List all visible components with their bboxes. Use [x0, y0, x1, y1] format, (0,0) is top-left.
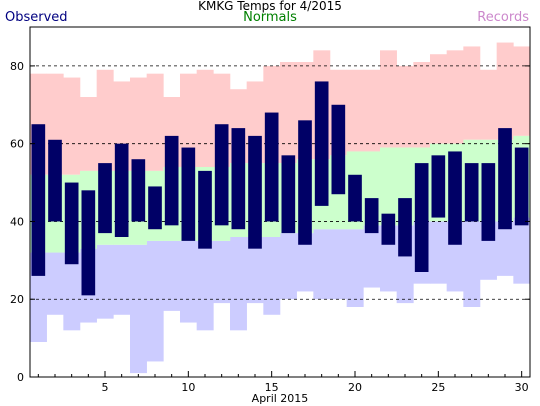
record-low-band: [363, 225, 381, 288]
observed-bar: [514, 147, 529, 226]
legend-normals: Normals: [243, 10, 297, 25]
record-high-band: [446, 50, 464, 144]
y-tick-label: 80: [10, 60, 24, 73]
observed-bar: [81, 190, 96, 296]
record-low-band: [130, 244, 147, 374]
observed-bar: [48, 139, 62, 222]
x-tick-label: 15: [265, 381, 279, 394]
record-high-band: [380, 50, 397, 148]
observed-bar: [264, 112, 279, 222]
record-low-band: [296, 233, 314, 292]
record-high-band: [413, 62, 431, 148]
record-low-band: [213, 240, 231, 304]
record-high-band: [280, 62, 297, 164]
observed-bar: [248, 135, 262, 249]
record-high-band: [430, 54, 447, 144]
observed-bar: [314, 81, 329, 206]
observed-layer: [31, 81, 529, 296]
x-tick-label: 30: [515, 381, 529, 394]
record-low-band: [330, 229, 347, 300]
observed-bar: [464, 163, 479, 222]
x-axis-label: April 2015: [252, 392, 309, 405]
observed-bar: [214, 124, 229, 226]
chart-title: KMKG Temps for 4/2015: [198, 0, 342, 13]
observed-bar: [498, 128, 512, 230]
y-tick-label: 0: [17, 371, 24, 384]
record-high-band: [346, 69, 364, 152]
observed-bar: [231, 128, 246, 230]
observed-bar: [348, 174, 362, 222]
record-low-band: [180, 240, 197, 323]
record-low-band: [263, 237, 281, 315]
record-low-band: [513, 217, 531, 284]
observed-bar: [398, 198, 412, 257]
record-high-band: [396, 65, 414, 148]
record-low-band: [280, 233, 297, 300]
record-high-band: [63, 77, 81, 175]
plot-frame: [29, 26, 531, 378]
observed-bar: [198, 170, 212, 249]
record-high-band: [80, 97, 97, 171]
observed-bar: [431, 155, 446, 218]
record-low-band: [163, 240, 181, 311]
observed-bar: [331, 104, 346, 195]
observed-bar: [481, 163, 496, 241]
record-high-band: [463, 46, 481, 140]
y-tick-label: 40: [10, 215, 24, 228]
record-low-band: [96, 244, 114, 319]
record-low-band: [346, 229, 364, 307]
observed-bar: [31, 124, 46, 276]
record-high-band: [96, 69, 114, 171]
record-low-band: [230, 237, 247, 331]
observed-bar: [281, 155, 296, 234]
record-high-band: [196, 69, 214, 167]
record-low-band: [463, 221, 481, 307]
observed-bar: [414, 163, 429, 272]
record-high-band: [363, 69, 381, 152]
y-tick-label: 20: [10, 293, 24, 306]
record-high-band: [146, 73, 164, 171]
record-low-band: [430, 221, 447, 284]
record-high-band: [496, 42, 514, 140]
observed-bar: [114, 143, 129, 237]
normal-band: [380, 147, 397, 226]
x-tick-label: 25: [431, 381, 445, 394]
observed-bar: [381, 213, 396, 245]
axes: 0 20 40 60 80 5 10 15 20 25 30: [10, 60, 530, 394]
observed-bar: [448, 151, 462, 245]
observed-bar: [148, 186, 162, 230]
observed-bar: [364, 198, 379, 234]
record-low-band: [146, 240, 164, 362]
record-low-band: [496, 221, 514, 276]
observed-bar: [164, 135, 179, 226]
grid-lines: [30, 65, 530, 300]
record-high-band: [130, 77, 147, 171]
x-tick-label: 10: [181, 381, 195, 394]
observed-bar: [131, 159, 146, 222]
record-low-band: [196, 240, 214, 331]
y-tick-label: 60: [10, 138, 24, 151]
legend-observed: Observed: [5, 10, 68, 25]
observed-bar: [64, 182, 79, 265]
record-low-band: [313, 229, 331, 300]
record-high-band: [513, 46, 531, 136]
x-tick-label: 20: [348, 381, 362, 394]
record-low-band: [113, 244, 131, 315]
record-low-band: [46, 252, 64, 315]
x-tick-label: 5: [102, 381, 109, 394]
observed-bar: [181, 147, 196, 241]
record-low-band: [246, 237, 264, 304]
observed-bar: [298, 120, 312, 245]
observed-bar: [98, 163, 112, 234]
record-low-band: [63, 252, 81, 331]
legend-records: Records: [477, 10, 529, 25]
record-high-band: [480, 69, 497, 140]
